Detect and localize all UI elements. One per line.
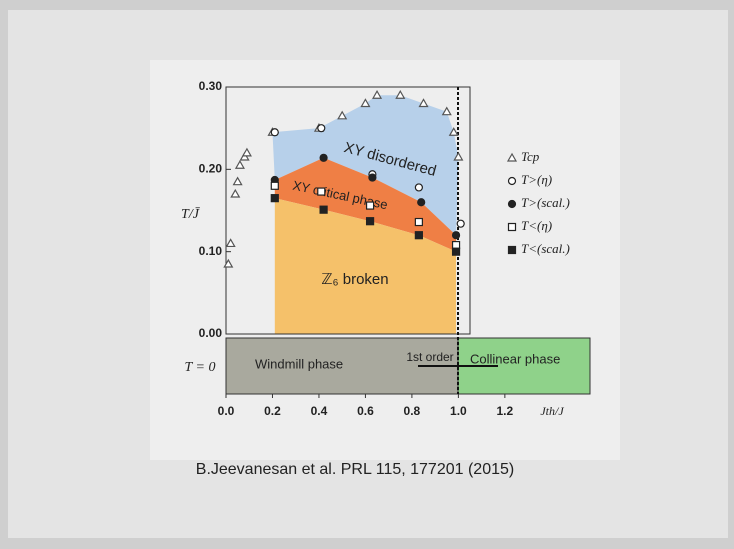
marker (320, 206, 327, 213)
y-tick-label: 0.00 (199, 326, 223, 340)
marker (320, 154, 327, 161)
marker (509, 178, 516, 185)
x-axis-label: Jth/J (540, 404, 564, 418)
legend-label: T<(η) (521, 218, 552, 233)
marker (271, 129, 278, 136)
x-tick-label: 0.4 (311, 404, 328, 418)
marker (369, 174, 376, 181)
marker (318, 188, 325, 195)
phase-label: Collinear phase (470, 351, 560, 366)
marker (415, 219, 422, 226)
marker (271, 195, 278, 202)
caption: B.Jeevanesan et al. PRL 115, 177201 (201… (196, 461, 514, 478)
marker (453, 242, 460, 249)
marker (415, 232, 422, 239)
marker (453, 232, 460, 239)
x-tick-label: 0.6 (357, 404, 374, 418)
marker (457, 220, 464, 227)
x-tick-label: 0.2 (264, 404, 281, 418)
y-tick-label: 0.20 (199, 162, 223, 176)
phase-label: 1st order (406, 350, 453, 364)
x-tick-label: 1.2 (497, 404, 514, 418)
phase-label: Windmill phase (255, 356, 343, 371)
y-tick-label: 0.10 (199, 244, 223, 258)
marker (453, 248, 460, 255)
marker (509, 224, 516, 231)
marker (418, 199, 425, 206)
marker (367, 218, 374, 225)
page: {"chart_data": {"type": "scatter", "y_la… (0, 0, 734, 549)
marker (509, 247, 516, 254)
y-axis-label: T/J̄ (181, 207, 200, 222)
legend-label: T<(scal.) (521, 241, 570, 256)
legend-label: T>(η) (521, 172, 552, 187)
chart: XY disordered XY critical phase ℤ₆ broke… (0, 0, 734, 549)
marker (271, 182, 278, 189)
region-label: ℤ₆ broken (321, 271, 388, 288)
legend-label: Tcp (521, 149, 540, 164)
y-tick-label: 0.30 (199, 79, 223, 93)
t0-label: T = 0 (185, 360, 216, 375)
x-tick-label: 0.8 (404, 404, 421, 418)
x-tick-label: 1.0 (450, 404, 467, 418)
legend-label: T>(scal.) (521, 195, 570, 210)
phase-regions (272, 95, 458, 334)
marker (318, 125, 325, 132)
x-tick-label: 0.0 (218, 404, 235, 418)
marker (509, 201, 516, 208)
marker (415, 184, 422, 191)
marker (367, 202, 374, 209)
